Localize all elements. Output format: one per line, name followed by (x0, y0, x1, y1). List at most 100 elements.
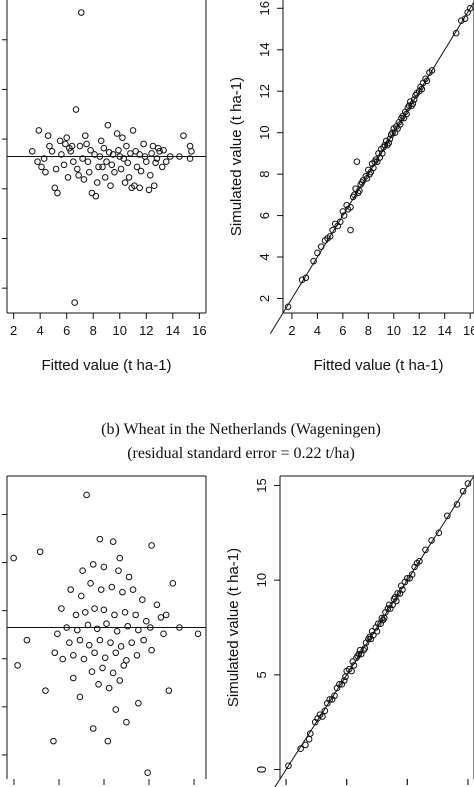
data-point (284, 303, 292, 311)
data-point (109, 538, 117, 545)
data-point (343, 201, 350, 209)
data-point (350, 662, 358, 669)
data-point (91, 649, 98, 657)
data-point (44, 132, 52, 139)
data-point (453, 501, 461, 508)
data-point (100, 606, 108, 614)
data-point (80, 176, 88, 183)
data-point (42, 687, 49, 694)
data-point (128, 639, 136, 646)
data-point (76, 693, 84, 701)
data-point (74, 165, 81, 173)
data-point (67, 586, 74, 593)
data-point (144, 769, 151, 776)
data-point (319, 713, 326, 720)
x-tick-label: 12 (412, 323, 426, 338)
x-tick-label: 8 (365, 323, 372, 338)
y-tick-label: 15 (254, 478, 269, 492)
data-point (48, 147, 56, 155)
x-tick-label: 14 (166, 323, 180, 338)
data-point (162, 611, 170, 619)
data-point (354, 652, 361, 660)
data-point (146, 624, 154, 631)
data-point (435, 529, 443, 537)
data-point (80, 655, 88, 663)
data-point (50, 737, 57, 745)
data-point (81, 609, 89, 616)
data-point (129, 586, 137, 593)
data-point (46, 142, 53, 150)
data-point (28, 147, 36, 155)
data-point (310, 257, 317, 265)
data-point (133, 651, 141, 659)
data-point (52, 165, 60, 173)
data-point (396, 121, 404, 128)
data-point (169, 580, 177, 587)
data-point (51, 184, 59, 192)
data-point (393, 123, 400, 130)
data-point (74, 626, 81, 634)
data-point (112, 706, 120, 713)
data-point (176, 624, 183, 631)
data-point (136, 184, 143, 192)
data-point (366, 633, 374, 641)
data-point (410, 96, 418, 103)
data-point (123, 142, 130, 150)
data-point (100, 563, 108, 571)
data-point (115, 567, 122, 574)
data-point (103, 620, 110, 628)
data-point (72, 106, 80, 113)
data-point (109, 669, 117, 677)
data-point (387, 605, 394, 612)
y-tick-label: 8 (257, 171, 272, 178)
x-tick-label: 16 (463, 323, 474, 338)
data-point (373, 158, 381, 165)
top-left-residual-panel: 2 4 6 8 10 12 14 16 Fitted value (t ha-1) (2, 0, 207, 374)
data-point (148, 646, 155, 654)
data-point (85, 168, 93, 176)
data-point (111, 168, 118, 176)
data-point (107, 182, 114, 190)
data-point (165, 687, 173, 694)
data-point (452, 29, 460, 37)
data-point (428, 67, 436, 74)
data-point (132, 147, 139, 155)
data-point (54, 630, 61, 638)
data-point (166, 153, 174, 160)
data-point (101, 174, 109, 181)
x-tick-label: 14 (437, 323, 451, 338)
data-point (70, 674, 77, 682)
data-point (396, 590, 404, 597)
data-point (103, 158, 110, 166)
data-point (457, 17, 465, 25)
data-point (70, 651, 77, 659)
data-point (367, 168, 375, 176)
data-point (81, 132, 89, 139)
data-point (466, 4, 474, 12)
data-point (116, 153, 124, 160)
data-point (125, 174, 133, 181)
data-point (344, 206, 352, 213)
data-point (389, 129, 396, 136)
data-point (356, 646, 364, 654)
data-point (10, 554, 17, 562)
data-point (115, 146, 122, 154)
data-point (418, 85, 426, 93)
data-point (119, 588, 126, 596)
data-point (464, 480, 472, 487)
data-point (148, 150, 155, 157)
data-point (390, 595, 398, 603)
data-point (406, 574, 414, 582)
y-tick-label: 10 (257, 125, 272, 139)
data-point (84, 158, 92, 166)
data-point (123, 718, 130, 726)
data-point (401, 578, 409, 586)
data-point (349, 193, 357, 201)
data-point (63, 624, 70, 631)
data-point (92, 192, 100, 200)
data-point (428, 537, 435, 544)
data-point (305, 735, 313, 743)
data-point (111, 611, 118, 619)
data-point (408, 102, 415, 110)
data-point (333, 684, 341, 692)
